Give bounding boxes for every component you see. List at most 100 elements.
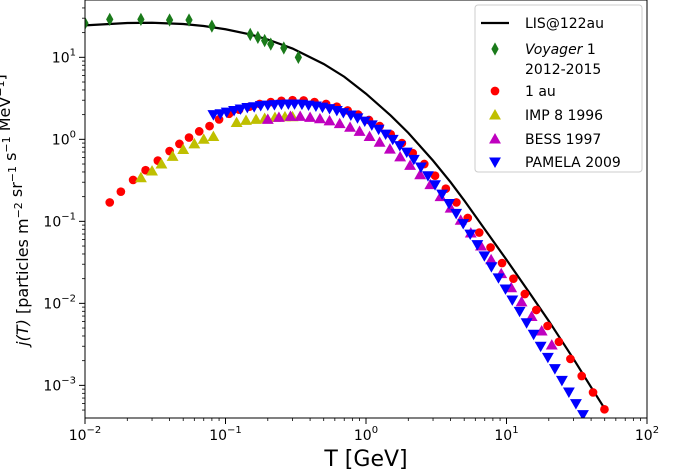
data-point-triangle-down: [443, 199, 455, 210]
data-point-triangle-down: [421, 171, 434, 182]
data-point-diamond: [261, 33, 269, 48]
legend-label: LIS@122au: [525, 16, 604, 32]
legend-marker-swatch: [489, 109, 501, 120]
data-point-triangle-up: [535, 325, 548, 336]
data-point-triangle-down: [464, 229, 477, 240]
data-point-triangle-up: [313, 112, 326, 124]
data-point-triangle-down: [555, 375, 568, 387]
data-point-triangle-down: [450, 208, 463, 220]
data-point-triangle-up: [272, 111, 285, 122]
data-point-triangle-up: [166, 150, 179, 161]
data-point-triangle-down: [379, 129, 392, 140]
data-point-triangle-down: [400, 147, 413, 158]
data-point-circle: [520, 289, 530, 299]
data-point-triangle-down: [485, 262, 498, 273]
y-tick-label: 10−1: [43, 211, 76, 230]
data-point-circle: [566, 354, 575, 364]
x-tick-label: 102: [635, 425, 659, 444]
data-point-triangle-down: [372, 124, 385, 136]
data-point-triangle-down: [478, 251, 491, 262]
data-point-triangle-down: [541, 352, 554, 364]
data-point-circle: [600, 405, 609, 414]
data-point-triangle-up: [294, 110, 307, 121]
data-point-triangle-down: [548, 364, 561, 375]
data-point-triangle-up: [284, 110, 297, 121]
data-point-circle: [588, 388, 598, 397]
x-tick-label: 10−2: [69, 425, 102, 444]
data-point-triangle-up: [134, 171, 147, 183]
data-point-circle: [577, 371, 587, 381]
data-point-triangle-up: [304, 111, 317, 122]
data-point-diamond: [137, 12, 145, 27]
data-point-triangle-down: [499, 284, 512, 295]
data-point-circle: [543, 321, 552, 331]
y-tick-label: 100: [52, 129, 76, 148]
data-point-triangle-down: [386, 134, 399, 146]
data-point-triangle-down: [471, 240, 484, 251]
legend-label: Voyager 1: [525, 42, 596, 58]
legend-label-line2: 2012-2015: [525, 62, 601, 78]
data-point-triangle-up: [404, 159, 417, 170]
lis-curve-line: [85, 21, 606, 410]
data-point-triangle-down: [527, 329, 540, 341]
data-point-triangle-down: [569, 399, 582, 410]
x-tick-label: 10−1: [209, 425, 242, 444]
data-point-triangle-up: [323, 114, 336, 126]
axes-layer: 10−2 10−1 100 101 102 10−3 10−2 10−1 100 101: [43, 0, 659, 444]
legend-label: IMP 8 1996: [525, 108, 603, 124]
data-point-diamond: [294, 50, 302, 64]
data-point-triangle-down: [234, 104, 247, 115]
series-1: [85, 12, 302, 64]
series-0: [85, 21, 606, 410]
data-point-triangle-up: [545, 339, 558, 350]
legend-marker-swatch: [491, 42, 499, 56]
data-point-triangle-up: [207, 130, 220, 142]
data-point-circle: [554, 337, 564, 347]
data-point-triangle-down: [414, 162, 427, 173]
data-point-triangle-up: [373, 136, 386, 147]
data-point-circle: [141, 165, 150, 175]
data-point-triangle-down: [534, 341, 547, 353]
data-point-circle: [175, 139, 184, 149]
data-point-circle: [509, 274, 518, 284]
data-point-triangle-up: [394, 150, 407, 162]
data-point-triangle-up: [333, 117, 346, 129]
data-point-circle: [105, 198, 115, 207]
y-tick-label: 101: [52, 47, 76, 66]
data-point-triangle-down: [457, 219, 470, 230]
legend: LIS@122au Voyager 1 2012-2015 1 au IMP 8 199…: [474, 4, 643, 173]
data-point-triangle-up: [344, 121, 357, 132]
data-point-circle: [497, 258, 507, 268]
data-point-diamond: [208, 19, 216, 33]
data-point-diamond: [85, 16, 89, 30]
data-point-triangle-down: [365, 120, 378, 131]
data-point-triangle-down: [513, 306, 526, 318]
y-tick-label: 10−3: [43, 375, 76, 394]
data-point-triangle-down: [429, 180, 441, 191]
data-point-diamond: [280, 41, 288, 55]
data-point-triangle-down: [436, 189, 449, 201]
data-point-triangle-down: [220, 107, 233, 119]
data-point-diamond: [185, 13, 193, 27]
y-axis-title: j(T) [particles m−2 sr−1 s−1 MeV−1]: [0, 74, 32, 348]
data-point-circle: [205, 121, 214, 131]
data-point-diamond: [246, 27, 254, 42]
data-point-diamond: [254, 30, 262, 45]
data-point-circle: [474, 228, 484, 237]
data-point-triangle-up: [363, 130, 376, 142]
series-5: [207, 99, 589, 418]
data-point-triangle-down: [562, 387, 575, 398]
data-point-triangle-down: [358, 116, 371, 128]
data-point-circle: [194, 127, 204, 136]
x-axis-title: T [GeV]: [323, 447, 407, 472]
data-point-circle: [531, 305, 541, 315]
data-point-circle: [128, 175, 138, 185]
legend-box: [474, 4, 643, 173]
data-point-triangle-down: [407, 154, 420, 166]
data-point-circle: [184, 133, 194, 142]
data-point-triangle-up: [485, 253, 498, 265]
data-point-circle: [116, 187, 126, 197]
data-point-triangle-down: [506, 295, 519, 306]
legend-marker-swatch: [489, 133, 501, 144]
